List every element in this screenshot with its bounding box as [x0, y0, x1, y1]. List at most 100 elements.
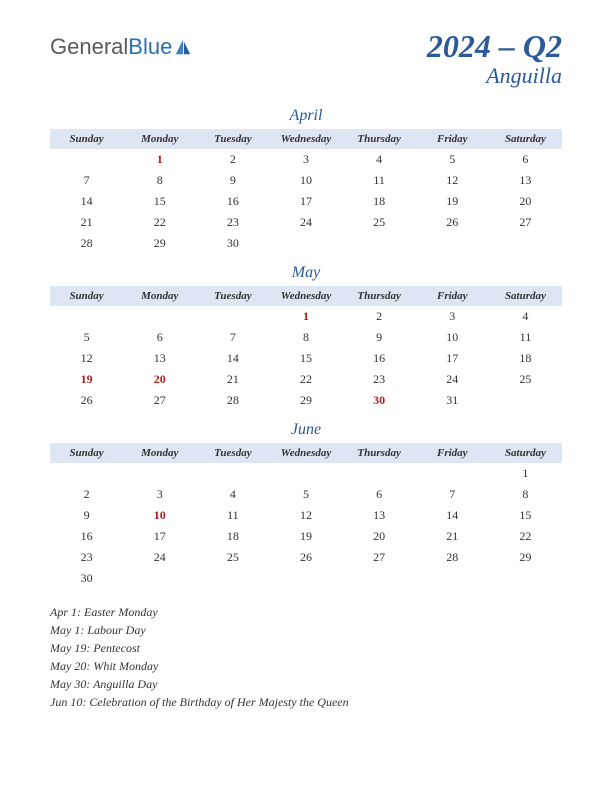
calendar-day: 17	[123, 526, 196, 547]
calendar-day: 11	[196, 505, 269, 526]
calendar-day: 9	[50, 505, 123, 526]
calendar-row: 14151617181920	[50, 191, 562, 212]
weekday-header: Saturday	[489, 129, 562, 149]
calendar-day: 2	[196, 149, 269, 170]
weekday-header: Friday	[416, 129, 489, 149]
weekday-header: Wednesday	[269, 129, 342, 149]
month-block: May SundayMondayTuesdayWednesdayThursdayF…	[50, 264, 562, 411]
calendar-day: 15	[123, 191, 196, 212]
calendar-day: 6	[123, 327, 196, 348]
calendar-day: 8	[489, 484, 562, 505]
calendar-day: 26	[269, 547, 342, 568]
title-block: 2024 – Q2 Anguilla	[427, 28, 562, 89]
calendar-day	[196, 568, 269, 589]
calendar-day: 21	[416, 526, 489, 547]
calendar-row: 30	[50, 568, 562, 589]
calendar-day: 19	[416, 191, 489, 212]
calendar-row: 2345678	[50, 484, 562, 505]
calendar-day	[269, 233, 342, 254]
logo-sail-icon	[174, 38, 192, 56]
calendar-row: 23242526272829	[50, 547, 562, 568]
calendar-day: 7	[416, 484, 489, 505]
month-block: AprilSundayMondayTuesdayWednesdayThursda…	[50, 107, 562, 254]
calendar-day: 7	[196, 327, 269, 348]
calendar-day: 28	[50, 233, 123, 254]
calendar-day: 22	[269, 369, 342, 390]
calendar-day	[416, 233, 489, 254]
calendar-day: 4	[343, 149, 416, 170]
calendar-day: 1	[123, 149, 196, 170]
calendar-day: 30	[343, 390, 416, 411]
header: GeneralBlue 2024 – Q2 Anguilla	[50, 28, 562, 89]
calendar-day: 20	[123, 369, 196, 390]
calendar-day: 1	[269, 306, 342, 327]
calendar-day: 8	[123, 170, 196, 191]
calendar-day	[123, 568, 196, 589]
calendar-day: 29	[123, 233, 196, 254]
calendar-day: 12	[416, 170, 489, 191]
calendar-day: 16	[50, 526, 123, 547]
calendar-day: 12	[50, 348, 123, 369]
calendar-day: 16	[196, 191, 269, 212]
weekday-header: Friday	[416, 286, 489, 306]
calendar-day: 3	[123, 484, 196, 505]
weekday-header: Saturday	[489, 286, 562, 306]
holiday-item: May 20: Whit Monday	[50, 657, 390, 675]
calendar-day	[50, 306, 123, 327]
weekday-header: Monday	[123, 286, 196, 306]
quarter-title: 2024 – Q2	[427, 28, 562, 65]
calendar-day	[343, 568, 416, 589]
calendar-day: 13	[489, 170, 562, 191]
calendar-day: 19	[269, 526, 342, 547]
weekday-header: Thursday	[343, 129, 416, 149]
weekday-header: Sunday	[50, 443, 123, 463]
calendar-day: 5	[416, 149, 489, 170]
calendar-day: 4	[489, 306, 562, 327]
calendar-day	[50, 149, 123, 170]
calendar-day: 23	[343, 369, 416, 390]
weekday-header: Saturday	[489, 443, 562, 463]
weekday-header: Sunday	[50, 129, 123, 149]
calendar-day	[50, 463, 123, 484]
calendar-day: 12	[269, 505, 342, 526]
holiday-item: Jun 10: Celebration of the Birthday of H…	[50, 693, 390, 711]
calendar-day: 13	[343, 505, 416, 526]
calendar-day: 22	[123, 212, 196, 233]
calendar-day: 27	[489, 212, 562, 233]
calendar-day: 4	[196, 484, 269, 505]
calendar-day: 19	[50, 369, 123, 390]
weekday-header: Monday	[123, 129, 196, 149]
calendar-day	[269, 568, 342, 589]
calendar-day: 30	[196, 233, 269, 254]
weekday-header: Tuesday	[196, 443, 269, 463]
calendar-day: 6	[489, 149, 562, 170]
calendar-day: 22	[489, 526, 562, 547]
calendar-day: 6	[343, 484, 416, 505]
logo: GeneralBlue	[50, 34, 192, 60]
calendar-row: 1234	[50, 306, 562, 327]
calendar-row: 282930	[50, 233, 562, 254]
calendar-day: 23	[196, 212, 269, 233]
calendar-day: 3	[269, 149, 342, 170]
holiday-item: May 19: Pentecost	[50, 639, 390, 657]
weekday-header: Tuesday	[196, 286, 269, 306]
month-name: June	[50, 421, 562, 439]
weekday-header: Friday	[416, 443, 489, 463]
country-title: Anguilla	[427, 63, 562, 89]
calendar-day: 13	[123, 348, 196, 369]
calendar-day: 10	[416, 327, 489, 348]
calendar-table: SundayMondayTuesdayWednesdayThursdayFrid…	[50, 286, 562, 411]
calendar-day	[489, 233, 562, 254]
logo-text-2: Blue	[128, 34, 172, 60]
calendar-day	[489, 390, 562, 411]
month-name: April	[50, 107, 562, 125]
holiday-item: May 1: Labour Day	[50, 621, 390, 639]
weekday-header: Wednesday	[269, 443, 342, 463]
calendar-day: 24	[123, 547, 196, 568]
month-name: May	[50, 264, 562, 282]
calendar-day: 25	[343, 212, 416, 233]
calendar-day: 1	[489, 463, 562, 484]
calendar-row: 19202122232425	[50, 369, 562, 390]
calendar-day: 5	[269, 484, 342, 505]
calendar-day: 21	[50, 212, 123, 233]
